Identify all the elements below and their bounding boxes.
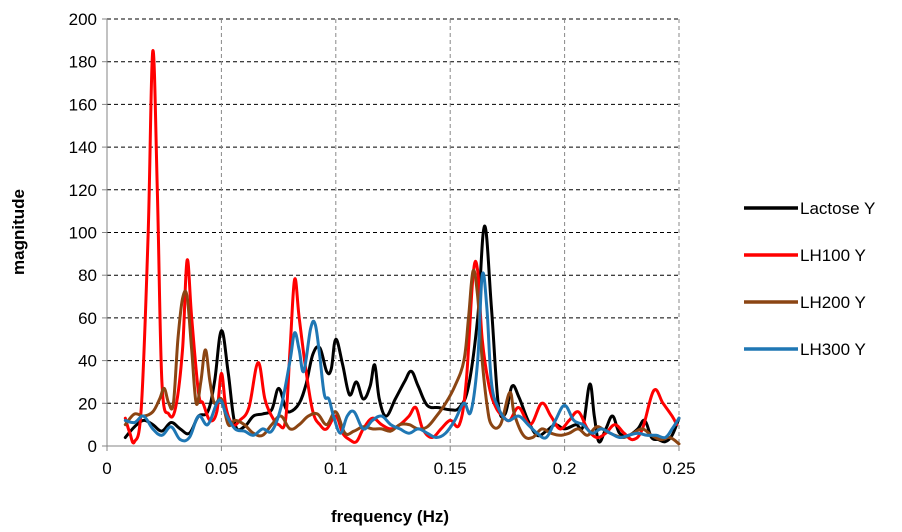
y-tick-label: 80 <box>78 266 97 285</box>
axes <box>102 18 680 451</box>
y-tick-label: 20 <box>78 394 97 413</box>
legend-label: LH200 Y <box>800 293 866 312</box>
y-tick-label: 160 <box>69 95 97 114</box>
x-tick-label: 0.05 <box>205 459 238 478</box>
y-tick-label: 180 <box>69 53 97 72</box>
legend-label: Lactose Y <box>800 199 875 218</box>
series-line-lh300-y <box>123 271 681 443</box>
y-tick-label: 100 <box>69 224 97 243</box>
legend: Lactose Y LH100 Y LH200 Y LH300 Y <box>744 199 875 359</box>
legend-item-lh200-y: LH200 Y <box>744 293 866 312</box>
x-tick-label: 0.1 <box>324 459 348 478</box>
legend-item-lh100-y: LH100 Y <box>744 246 866 265</box>
legend-label: LH100 Y <box>800 246 866 265</box>
y-axis-title: magnitude <box>9 189 28 275</box>
x-tick-label: 0 <box>102 459 111 478</box>
y-tick-label: 120 <box>69 181 97 200</box>
series-line-lactose-y <box>123 224 681 444</box>
series-line-lh100-y <box>123 49 679 445</box>
y-tick-label: 60 <box>78 309 97 328</box>
x-axis-title: frequency (Hz) <box>331 507 449 526</box>
series-line-lh200-y <box>123 268 681 446</box>
gridlines <box>107 18 680 446</box>
y-tick-label: 0 <box>88 437 97 456</box>
legend-item-lh300-y: LH300 Y <box>744 340 866 359</box>
legend-label: LH300 Y <box>800 340 866 359</box>
y-tick-label: 140 <box>69 138 97 157</box>
x-tick-label: 0.2 <box>553 459 577 478</box>
series-lines <box>123 49 681 446</box>
y-tick-label: 200 <box>69 10 97 29</box>
x-tick-label: 0.25 <box>662 459 695 478</box>
y-tick-label: 40 <box>78 352 97 371</box>
x-tick-label: 0.15 <box>434 459 467 478</box>
tick-labels: 0 20 40 60 80 100 120 140 160 180 200 0 0.05 0.1 0.15 0… <box>69 10 696 478</box>
legend-item-lactose-y: Lactose Y <box>744 199 875 218</box>
